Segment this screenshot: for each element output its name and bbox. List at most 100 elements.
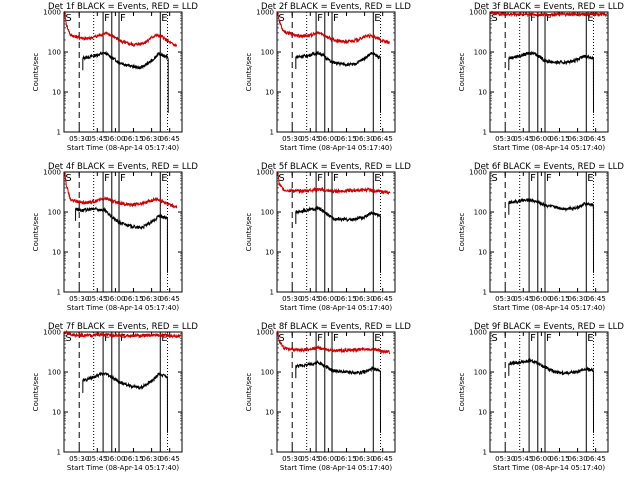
x-tick-label: 06:00 [105, 295, 125, 303]
plot-frame [489, 11, 609, 133]
y-axis-label: Counts/sec [245, 53, 253, 92]
detector-panel-5: Det 5f BLACK = Events, RED = LLD 1 10 100 10… [245, 162, 411, 312]
x-tick-label: 05:30 [69, 455, 89, 463]
x-tick-label: 06:00 [531, 295, 551, 303]
event-marker: E [374, 173, 380, 184]
x-tick-label: 05:45 [300, 295, 320, 303]
y-tick-label: 10 [265, 409, 274, 417]
x-tick-label: 06:30 [142, 135, 162, 143]
event-rate-line [508, 50, 594, 113]
y-axis-label: Counts/sec [32, 213, 40, 252]
panel-title: Det 1f BLACK = Events, RED = LLD [48, 2, 198, 12]
y-tick-label: 1000 [469, 9, 487, 17]
event-marker: F [317, 173, 323, 184]
x-tick-label: 06:30 [355, 455, 375, 463]
y-tick-label: 100 [474, 49, 487, 57]
detector-panel-2: Det 2f BLACK = Events, RED = LLD 1 10 100 10… [245, 2, 411, 152]
y-tick-label: 100 [48, 369, 61, 377]
x-axis-label: Start Time (08-Apr-14 05:17:40) [493, 144, 605, 152]
y-tick-label: 1 [483, 129, 487, 137]
y-tick-label: 100 [261, 369, 274, 377]
x-axis-label: Start Time (08-Apr-14 05:17:40) [67, 144, 179, 152]
y-tick-label: 100 [48, 209, 61, 217]
lld-rate-line [277, 172, 391, 196]
x-axis-label: Start Time (08-Apr-14 05:17:40) [280, 464, 392, 472]
x-axis-label: Start Time (08-Apr-14 05:17:40) [280, 144, 392, 152]
plot-frame [276, 11, 396, 133]
event-marker: F [333, 13, 339, 24]
x-tick-label: 05:30 [495, 295, 515, 303]
event-rate-line [508, 197, 594, 273]
x-tick-label: 06:30 [142, 455, 162, 463]
x-tick-label: 06:00 [531, 455, 551, 463]
plot-frame [276, 171, 396, 293]
y-tick-label: 10 [478, 249, 487, 257]
y-axis-label: Counts/sec [458, 373, 466, 412]
event-rate-line [295, 205, 381, 273]
x-tick-label: 06:45 [160, 455, 180, 463]
lld-rate-line [64, 330, 182, 339]
x-tick-label: 06:45 [160, 135, 180, 143]
x-tick-label: 06:30 [355, 295, 375, 303]
plot-frame [276, 331, 396, 453]
y-tick-label: 1000 [43, 9, 61, 17]
y-tick-label: 1 [483, 289, 487, 297]
x-tick-label: 05:30 [69, 295, 89, 303]
x-tick-label: 05:30 [69, 135, 89, 143]
y-tick-label: 1000 [256, 329, 274, 337]
y-axis-label: Counts/sec [32, 53, 40, 92]
lld-rate-line [64, 10, 178, 48]
event-marker: S [65, 173, 71, 184]
panel-title: Det 9f BLACK = Events, RED = LLD [474, 322, 624, 332]
x-tick-label: 06:00 [531, 135, 551, 143]
plot-frame [63, 171, 183, 293]
event-marker: F [530, 173, 536, 184]
x-tick-label: 05:30 [282, 295, 302, 303]
plot-frame [489, 171, 609, 293]
y-tick-label: 1000 [469, 169, 487, 177]
x-tick-label: 06:45 [586, 135, 606, 143]
x-axis-label: Start Time (08-Apr-14 05:17:40) [67, 304, 179, 312]
panel-title: Det 6f BLACK = Events, RED = LLD [474, 162, 624, 172]
x-tick-label: 06:45 [373, 295, 393, 303]
panel-title: Det 2f BLACK = Events, RED = LLD [261, 2, 411, 12]
x-tick-label: 06:30 [568, 295, 588, 303]
y-axis-label: Counts/sec [245, 373, 253, 412]
y-axis-label: Counts/sec [32, 373, 40, 412]
detector-panel-7: Det 7f BLACK = Events, RED = LLD 1 10 100 10… [32, 322, 198, 472]
x-tick-label: 06:15 [336, 295, 356, 303]
x-axis-label: Start Time (08-Apr-14 05:17:40) [280, 304, 392, 312]
x-tick-label: 06:00 [105, 455, 125, 463]
event-rate-line [82, 50, 169, 113]
event-marker: F [546, 173, 552, 184]
x-tick-label: 06:00 [318, 295, 338, 303]
event-marker: F [333, 173, 339, 184]
event-marker: E [374, 333, 380, 344]
event-marker: F [333, 333, 339, 344]
x-tick-label: 06:15 [549, 135, 569, 143]
y-tick-label: 1 [483, 449, 487, 457]
x-tick-label: 06:45 [586, 455, 606, 463]
panel-title: Det 7f BLACK = Events, RED = LLD [48, 322, 198, 332]
lld-rate-line [490, 10, 608, 18]
x-axis-label: Start Time (08-Apr-14 05:17:40) [493, 304, 605, 312]
event-rate-line [295, 50, 381, 113]
detector-panel-9: Det 9f BLACK = Events, RED = LLD 1 10 100 10… [458, 322, 624, 472]
x-tick-label: 05:45 [513, 135, 533, 143]
detector-panel-1: Det 1f BLACK = Events, RED = LLD 1 10 100 10… [32, 2, 198, 152]
y-tick-label: 100 [48, 49, 61, 57]
event-marker: S [278, 173, 284, 184]
event-marker: S [65, 13, 71, 24]
y-tick-label: 10 [265, 249, 274, 257]
y-tick-label: 1000 [469, 329, 487, 337]
x-tick-label: 06:15 [549, 455, 569, 463]
x-tick-label: 05:30 [495, 135, 515, 143]
event-marker: E [587, 333, 593, 344]
panel-title: Det 5f BLACK = Events, RED = LLD [261, 162, 411, 172]
y-tick-label: 1 [270, 289, 274, 297]
detector-panel-4: Det 4f BLACK = Events, RED = LLD 1 10 100 10… [32, 162, 198, 312]
event-marker: S [491, 173, 497, 184]
x-tick-label: 05:45 [513, 295, 533, 303]
x-tick-label: 06:30 [568, 135, 588, 143]
x-tick-label: 06:00 [105, 135, 125, 143]
